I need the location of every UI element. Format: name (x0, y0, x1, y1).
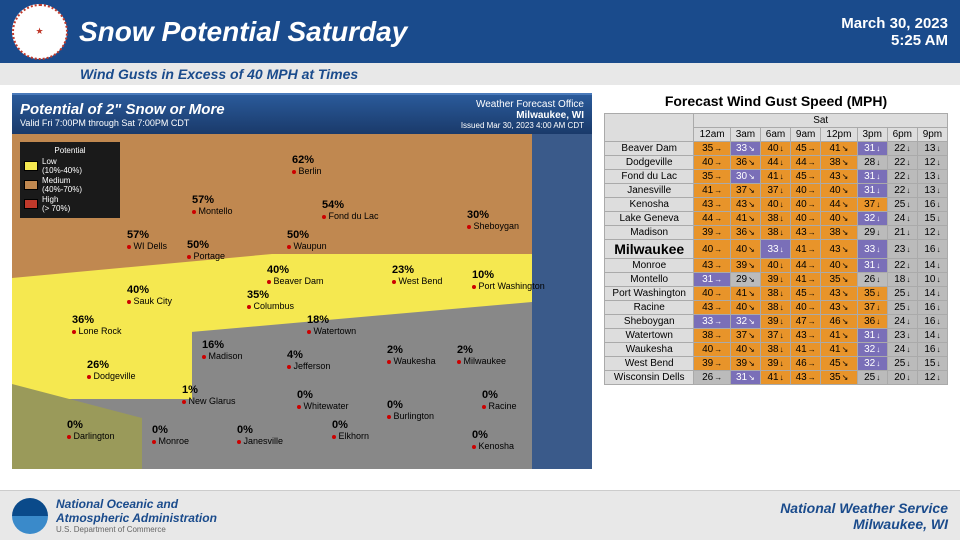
table-title: Forecast Wind Gust Speed (MPH) (604, 93, 948, 109)
city-label: 23% West Bend (392, 264, 442, 286)
city-label: 16% Madison (202, 339, 243, 361)
table-row: Kenosha43→43↘40↓40→44↘37↓25↓16↓ (605, 198, 948, 212)
map-office: Weather Forecast Office Milwaukee, WI Is… (461, 99, 584, 130)
city-label: 26% Dodgeville (87, 359, 136, 381)
map-title: Potential of 2" Snow or More (20, 101, 225, 118)
table-row: Montello31→29↘39↓41→35↘26↓18↓10↓ (605, 273, 948, 287)
city-label: 0% Elkhorn (332, 419, 369, 441)
city-label: 10% Port Washington (472, 269, 545, 291)
table-row: Wisconsin Dells26→31↘41↓43→35↘25↓20↓12↓ (605, 371, 948, 385)
city-label: 30% Sheboygan (467, 209, 519, 231)
city-label: 36% Lone Rock (72, 314, 122, 336)
city-label: 4% Jefferson (287, 349, 330, 371)
city-label: 2% Milwaukee (457, 344, 506, 366)
city-label: 2% Waukesha (387, 344, 436, 366)
subtitle: Wind Gusts in Excess of 40 MPH at Times (80, 66, 880, 82)
table-row: Waukesha40→40↘38↓41→41↘32↓24↓16↓ (605, 343, 948, 357)
snow-map-panel: Potential of 2" Snow or More Valid Fri 7… (12, 93, 592, 469)
table-row: Fond du Lac35→30↘41↓45→43↘31↓22↓13↓ (605, 170, 948, 184)
city-label: 54% Fond du Lac (322, 199, 379, 221)
header-datetime: March 30, 2023 5:25 AM (841, 15, 948, 49)
city-label: 0% Burlington (387, 399, 434, 421)
city-label: 40% Beaver Dam (267, 264, 324, 286)
city-label: 0% Kenosha (472, 429, 514, 451)
city-label: 57% WI Dells (127, 229, 167, 251)
city-label: 0% Janesville (237, 424, 283, 446)
table-row: Janesville41→37↘37↓40→40↘31↓22↓13↓ (605, 184, 948, 198)
wind-gust-table: Sat12am3am6am9am12pm3pm6pm9pmBeaver Dam3… (604, 113, 948, 385)
page-title: Snow Potential Saturday (79, 16, 841, 48)
wind-table-panel: Forecast Wind Gust Speed (MPH) Sat12am3a… (604, 93, 948, 469)
table-row: Watertown38→37↘37↓43→41↘31↓23↓14↓ (605, 329, 948, 343)
city-label: 0% Monroe (152, 424, 189, 446)
city-label: 40% Sauk City (127, 284, 172, 306)
header-bar: ★ Snow Potential Saturday March 30, 2023… (0, 0, 960, 63)
table-row: Madison39→36↘38↓43→38↘29↓21↓12↓ (605, 226, 948, 240)
snow-map: Potential Low(10%-40%)Medium(40%-70%)Hig… (12, 134, 592, 469)
city-label: 50% Waupun (287, 229, 327, 251)
map-valid: Valid Fri 7:00PM through Sat 7:00PM CDT (20, 118, 225, 128)
footer: National Oceanic and Atmospheric Adminis… (0, 490, 960, 540)
nws-logo: ★ (12, 4, 67, 59)
city-label: 50% Portage (187, 239, 225, 261)
footer-org: National Oceanic and Atmospheric Adminis… (56, 497, 217, 534)
city-label: 1% New Glarus (182, 384, 236, 406)
footer-nws: National Weather Service Milwaukee, WI (780, 500, 948, 532)
city-label: 57% Montello (192, 194, 233, 216)
table-row: Sheboygan33→32↘39↓47→46↘36↓24↓16↓ (605, 315, 948, 329)
city-label: 35% Columbus (247, 289, 294, 311)
city-label: 0% Darlington (67, 419, 115, 441)
subheader: Wind Gusts in Excess of 40 MPH at Times (0, 63, 960, 85)
city-label: 0% Whitewater (297, 389, 349, 411)
table-row: Lake Geneva44→41↘38↓40→40↘32↓24↓15↓ (605, 212, 948, 226)
table-row: Milwaukee40→40↘33↓41→43↘33↓23↓16↓ (605, 240, 948, 259)
table-row: Dodgeville40→36↘44↓44→38↘28↓22↓12↓ (605, 156, 948, 170)
city-label: 0% Racine (482, 389, 517, 411)
city-label: 62% Berlin (292, 154, 322, 176)
table-row: West Bend39→39↘39↓46→45↘32↓25↓15↓ (605, 357, 948, 371)
table-row: Monroe43→39↘40↓44→40↘31↓22↓14↓ (605, 259, 948, 273)
noaa-logo (12, 498, 48, 534)
table-row: Port Washington40→41↘38↓45→43↘35↓25↓14↓ (605, 287, 948, 301)
table-row: Racine43→40↘38↓40→43↘37↓25↓16↓ (605, 301, 948, 315)
map-legend: Potential Low(10%-40%)Medium(40%-70%)Hig… (20, 142, 120, 218)
city-label: 18% Watertown (307, 314, 356, 336)
table-row: Beaver Dam35→33↘40↓45→41↘31↓22↓13↓ (605, 142, 948, 156)
